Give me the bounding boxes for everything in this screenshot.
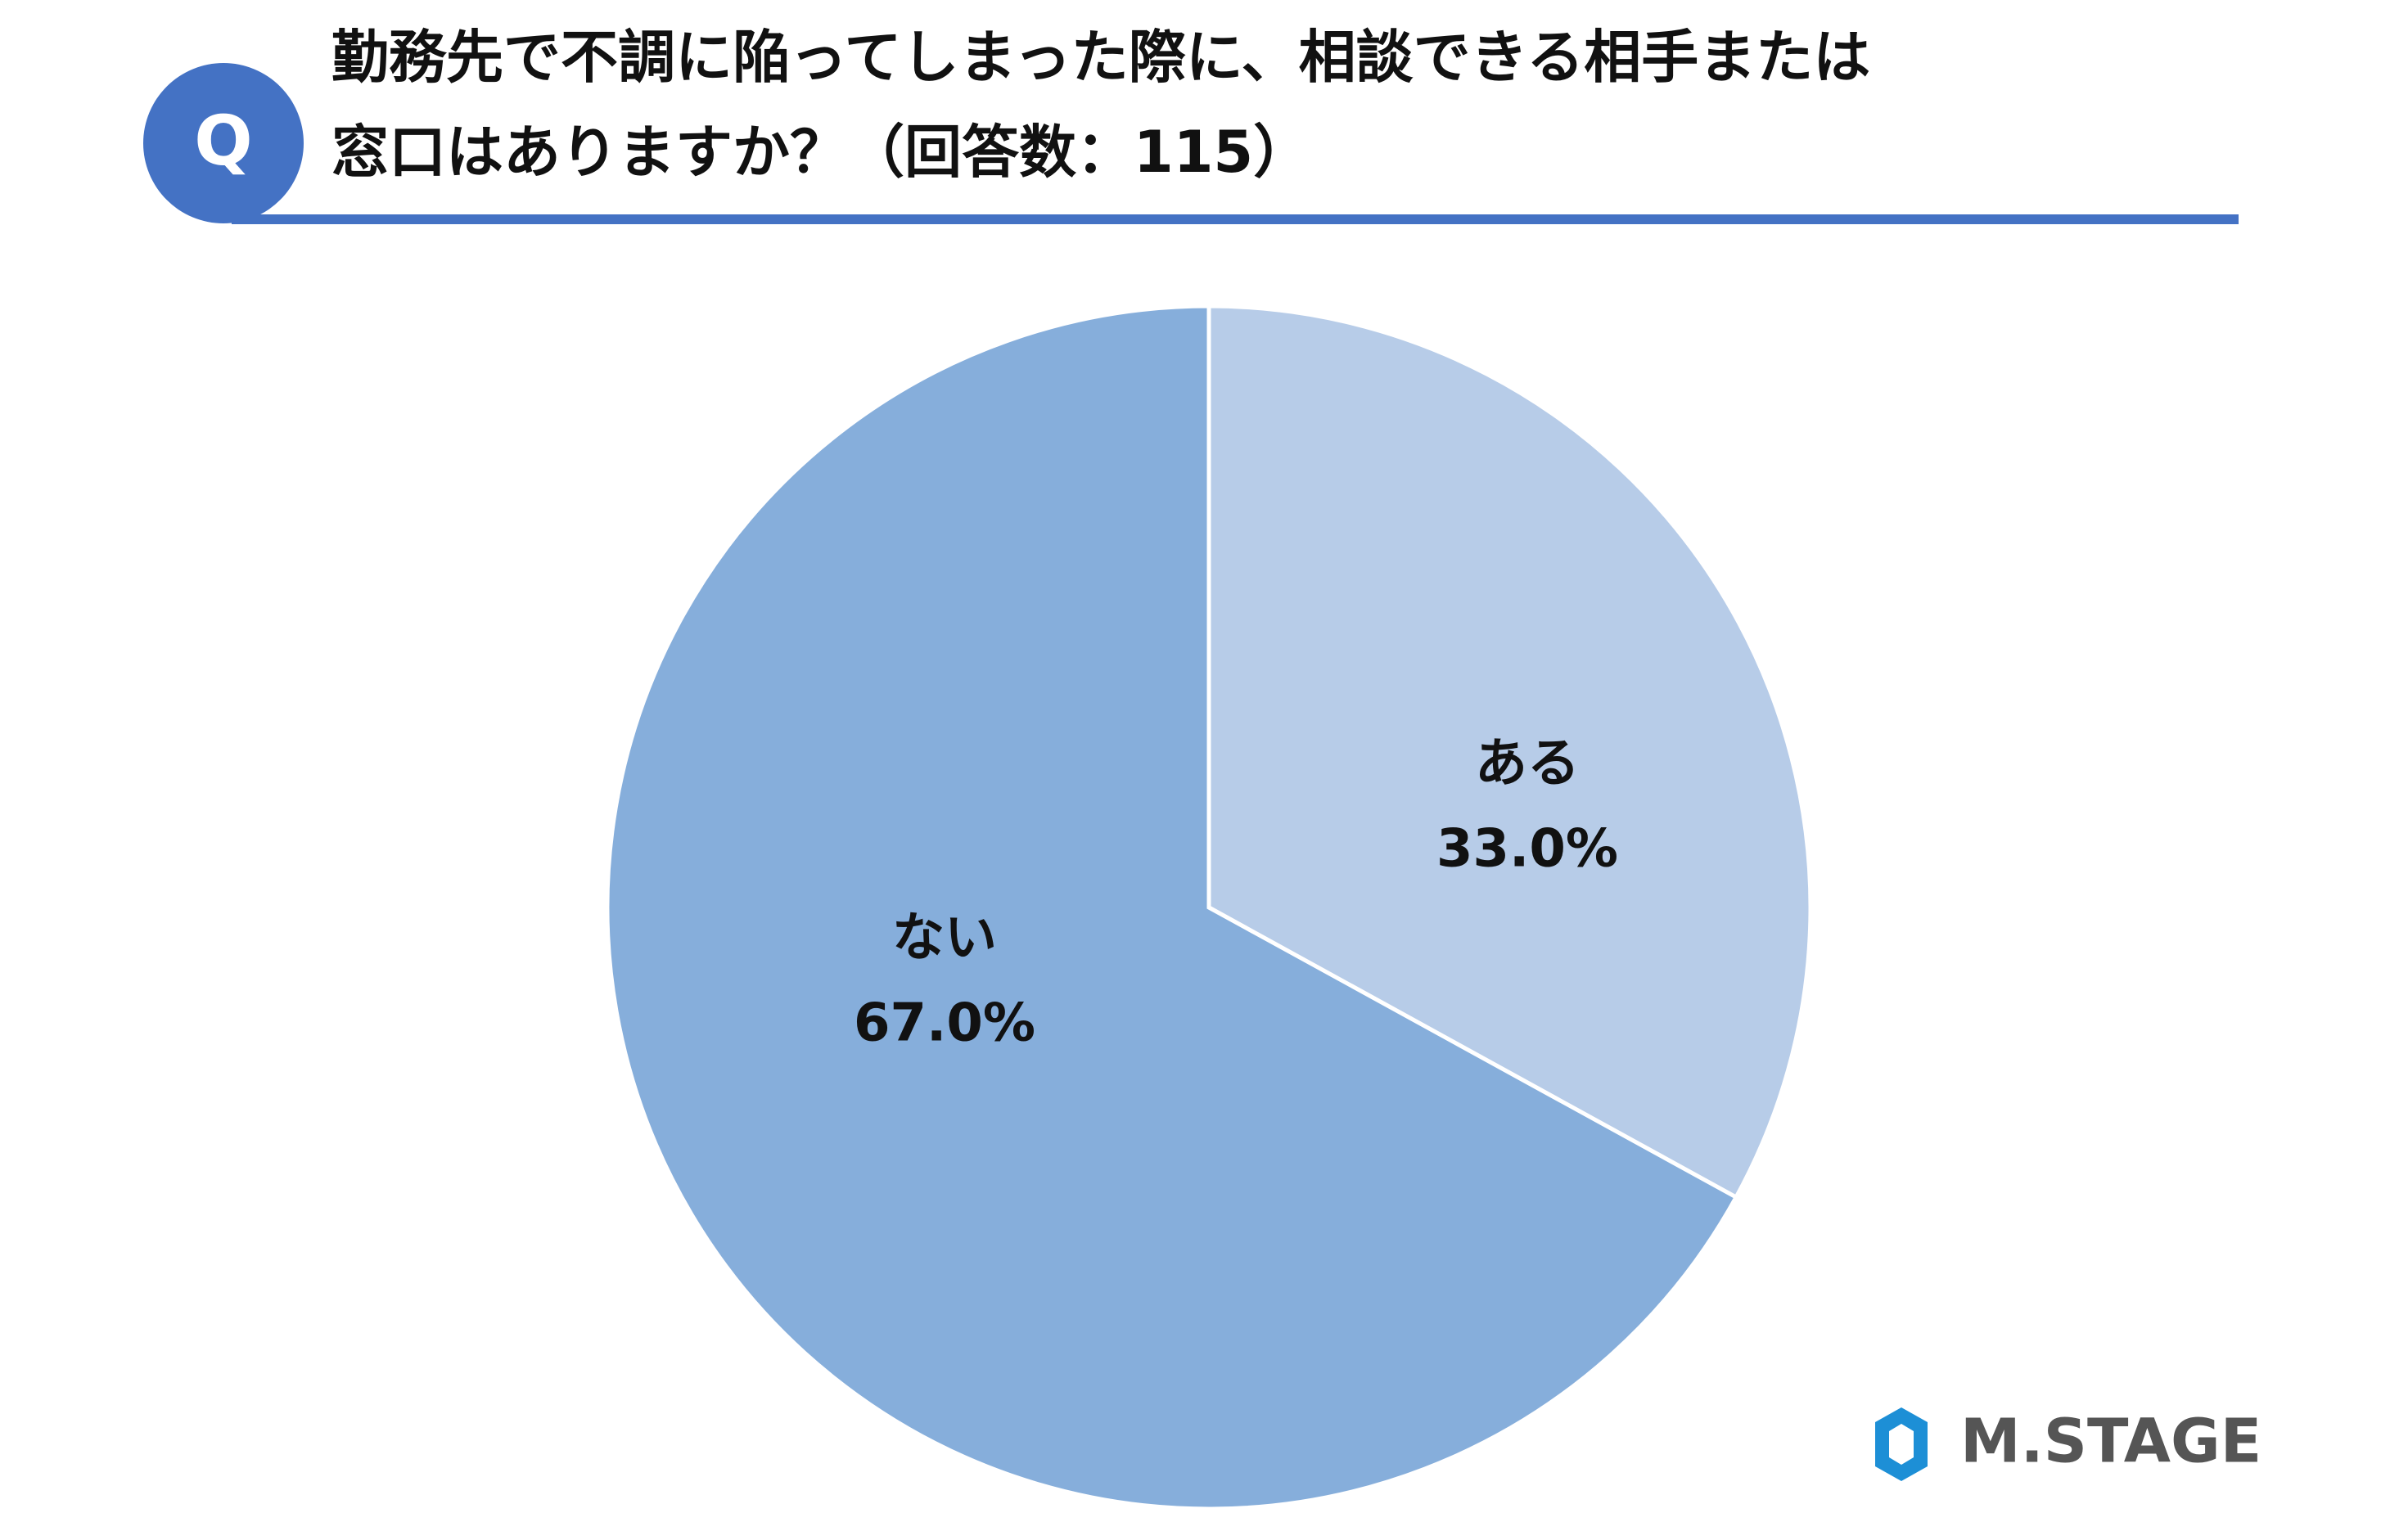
pie-slice: [1206, 304, 1813, 1200]
slice-value-label: 33.0%: [1436, 819, 1618, 880]
logo-text: M.STAGE: [1960, 1407, 2261, 1477]
chart-title: 窓口はありますか？（回答数：115）: [331, 119, 1310, 186]
logo-icon-inner: [1889, 1424, 1914, 1465]
pie-slice: [605, 304, 1739, 1511]
slice-category-label: ない: [892, 908, 997, 969]
title-underline: [232, 214, 2239, 224]
q-badge-text: Q: [194, 101, 252, 181]
q-badge: [143, 63, 304, 223]
chart-title: 勤務先で不調に陥ってしまった際に、相談できる相手または: [331, 24, 1870, 91]
slice-category-label: ある: [1475, 734, 1580, 795]
logo: M.STAGE: [1875, 1407, 2261, 1481]
slice-value-label: 67.0%: [854, 993, 1035, 1054]
